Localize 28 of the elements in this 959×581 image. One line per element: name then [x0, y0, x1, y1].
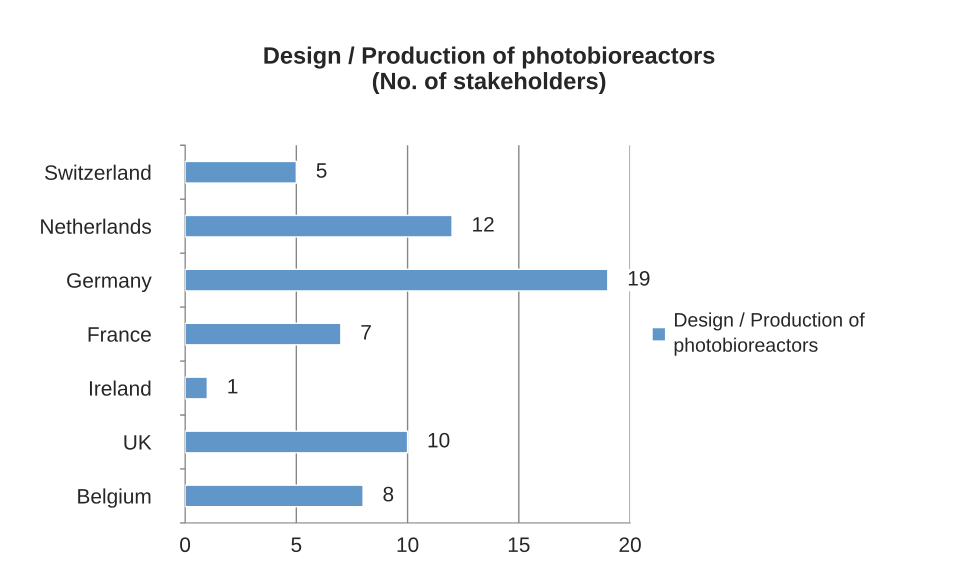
y-tick-label: UK [124, 435, 152, 450]
x-tick-label: 15 [508, 538, 530, 552]
legend-label: Design / Production of photobioreactors [674, 312, 865, 356]
data-label: 10 [428, 432, 450, 448]
bar [185, 160, 298, 184]
bar [185, 484, 364, 508]
data-label: 5 [316, 163, 326, 178]
chart-title: Design / Production of photobioreactors (No. of stakeholders) [264, 46, 714, 94]
bar [185, 322, 342, 346]
data-label: 1 [228, 379, 238, 394]
data-label: 12 [473, 217, 494, 232]
bar [185, 376, 208, 400]
y-tick-label: Netherlands [41, 218, 152, 234]
bar [185, 268, 609, 292]
x-tick-label: 0 [180, 537, 190, 552]
y-tick-label: France [88, 327, 151, 342]
data-label: 7 [361, 325, 371, 340]
y-tick-label: Switzerland [45, 164, 150, 180]
bar [185, 214, 453, 238]
x-tick-label: 20 [620, 537, 641, 552]
bar [185, 430, 408, 454]
x-tick-label: 10 [398, 537, 418, 552]
data-label: 8 [383, 486, 394, 502]
data-label: 19 [628, 270, 650, 286]
x-tick-label: 5 [291, 538, 302, 552]
y-tick-label: Ireland [90, 380, 150, 396]
y-tick-label: Belgium [78, 488, 150, 508]
y-tick-label: Germany [67, 273, 152, 292]
